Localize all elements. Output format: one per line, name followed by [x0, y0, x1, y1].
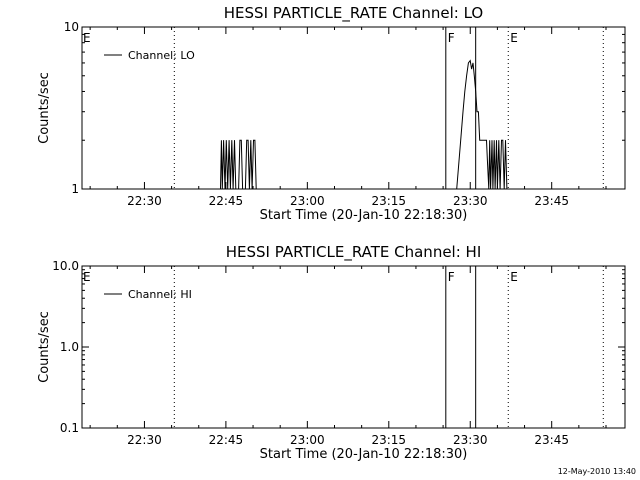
- x-tick-label: 22:30: [127, 194, 162, 208]
- x-tick-label: 23:45: [534, 433, 569, 447]
- plot-frame: [81, 26, 626, 190]
- footer-timestamp: 12-May-2010 13:40: [558, 467, 636, 476]
- legend-label: Channel: LO: [128, 49, 195, 62]
- x-axis-label: Start Time (20-Jan-10 22:18:30): [260, 447, 468, 462]
- y-axis-label: Counts/sec: [37, 311, 52, 383]
- x-tick-label: 22:45: [209, 433, 244, 447]
- y-tick-label: 1: [71, 182, 79, 196]
- x-tick-label: 23:00: [290, 433, 325, 447]
- flag-label: E: [83, 31, 91, 45]
- flag-label: F: [448, 270, 455, 284]
- panel-lo: HESSI PARTICLE_RATE Channel: LO 22:30 22:4…: [37, 4, 626, 223]
- flag-label: F: [448, 31, 455, 45]
- x-tick-label: 22:30: [127, 433, 162, 447]
- flag-label: E: [83, 270, 91, 284]
- x-tick-label: 23:00: [290, 194, 325, 208]
- legend-label: Channel: HI: [128, 288, 192, 301]
- y-tick-label: 1.0: [60, 340, 79, 354]
- chart-title: HESSI PARTICLE_RATE Channel: LO: [224, 4, 483, 23]
- series-line: [456, 59, 508, 190]
- x-tick-label: 23:30: [453, 194, 488, 208]
- y-tick-label: 10: [64, 20, 79, 34]
- panel-hi: HESSI PARTICLE_RATE Channel: HI 22:30 22:4…: [37, 243, 626, 462]
- x-axis-label: Start Time (20-Jan-10 22:18:30): [260, 208, 468, 223]
- series-line: [220, 139, 258, 190]
- chart-title: HESSI PARTICLE_RATE Channel: HI: [226, 243, 482, 262]
- flag-label: E: [510, 270, 518, 284]
- y-tick-label: 10.0: [52, 259, 79, 273]
- x-tick-label: 23:15: [371, 194, 406, 208]
- x-tick-label: 23:45: [534, 194, 569, 208]
- y-axis-label: Counts/sec: [37, 72, 52, 144]
- x-tick-label: 23:30: [453, 433, 488, 447]
- x-tick-label: 22:45: [209, 194, 244, 208]
- y-tick-label: 0.1: [60, 421, 79, 435]
- x-tick-label: 23:15: [371, 433, 406, 447]
- flag-label: E: [510, 31, 518, 45]
